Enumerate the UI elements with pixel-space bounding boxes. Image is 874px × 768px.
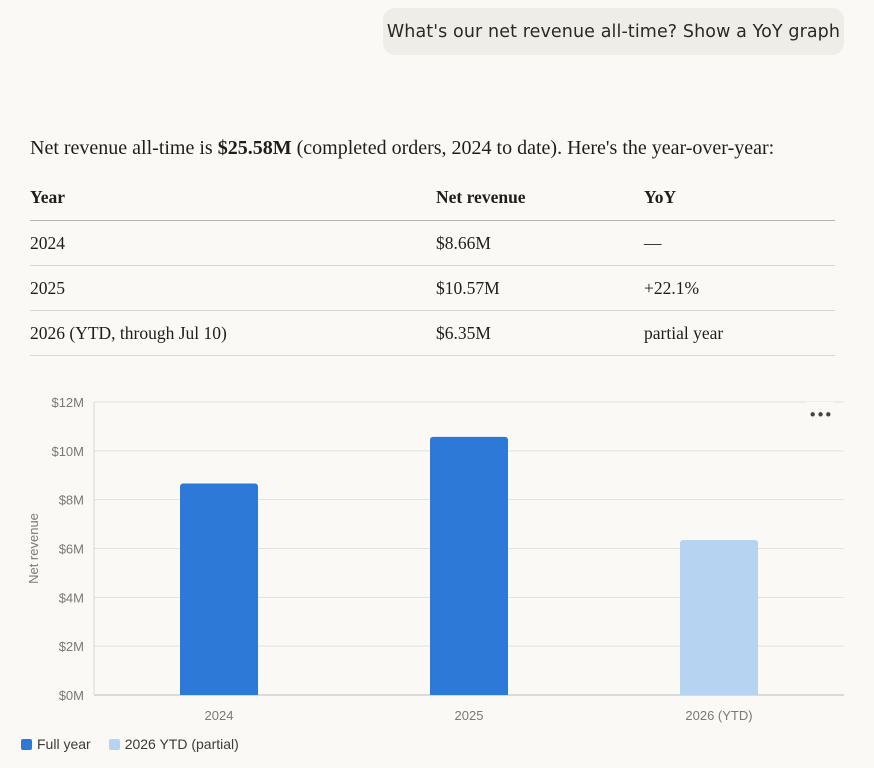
bar [680,539,758,695]
bar-base [180,691,258,695]
x-tick-label: 2025 [455,708,484,723]
bar [430,436,508,695]
y-tick-label: $4M [59,590,84,605]
cell-yoy: +22.1% [644,265,835,311]
table-header-row: Year Net revenue YoY [30,175,835,221]
table-row: 2025 $10.57M +22.1% [30,265,835,311]
header-net-revenue: Net revenue [436,175,644,221]
y-tick-label: $12M [51,395,84,410]
cell-net-revenue: $6.35M [436,310,644,356]
bar-base [680,691,758,695]
y-tick-label: $6M [59,542,84,557]
legend-item-ytd: 2026 YTD (partial) [108,736,239,752]
x-tick-label: 2024 [205,708,234,723]
bar-base [430,691,508,695]
chart-more-button[interactable]: ••• [806,402,834,428]
cell-net-revenue: $8.66M [436,220,644,266]
y-tick-label: $2M [59,639,84,654]
legend-label-full-year: Full year [37,736,91,752]
y-tick-label: $8M [59,493,84,508]
table-row: 2026 (YTD, through Jul 10) $6.35M partia… [30,310,835,356]
chart-svg: $0M $2M $4M $6M $8M $10M $12M Net revenue 2024 20… [26,395,844,723]
legend-label-ytd: 2026 YTD (partial) [124,736,239,752]
cell-yoy: partial year [644,310,835,356]
x-tick-label: 2026 (YTD) [685,708,752,723]
answer-suffix: (completed orders, 2024 to date). Here's… [291,137,775,159]
y-tick-label: $10M [51,444,84,459]
table-row: 2024 $8.66M — [30,220,835,266]
user-message-bubble: What's our net revenue all-time? Show a … [383,8,844,55]
user-message-text: What's our net revenue all-time? Show a … [386,21,841,42]
cell-yoy: — [644,220,835,266]
y-tick-label: $0M [59,688,84,703]
legend-item-full-year: Full year [21,736,91,752]
header-year: Year [30,175,436,221]
chart-legend: Full year 2026 YTD (partial) [21,736,257,752]
answer-text: Net revenue all-time is $25.58M (complet… [30,137,850,160]
answer-prefix: Net revenue all-time is [30,137,218,159]
cell-net-revenue: $10.57M [436,265,644,311]
revenue-bar-chart: $0M $2M $4M $6M $8M $10M $12M Net revenue 2024 20… [0,385,874,735]
cell-year: 2025 [30,265,436,311]
legend-swatch-full-year [21,738,32,750]
header-yoy: YoY [644,175,835,221]
cell-year: 2026 (YTD, through Jul 10) [30,310,436,356]
answer-total: $25.58M [217,137,292,159]
bar [180,483,258,695]
legend-swatch-ytd [108,738,120,750]
cell-year: 2024 [30,220,436,266]
more-horizontal-icon: ••• [808,406,833,424]
y-axis-title: Net revenue [26,513,41,584]
revenue-table: Year Net revenue YoY 2024 $8.66M — 2025 … [30,175,835,356]
